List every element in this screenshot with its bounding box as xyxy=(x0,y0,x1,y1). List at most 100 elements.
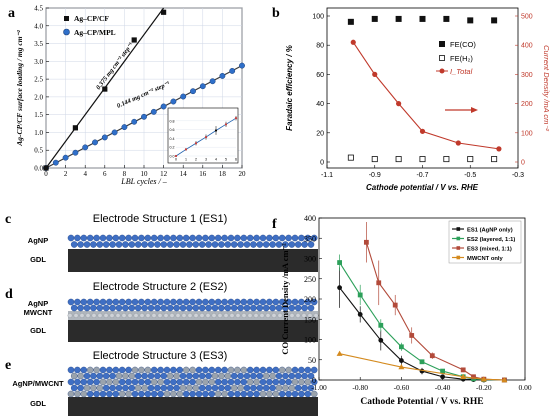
es2-agnp-particle xyxy=(179,304,187,312)
plot-b-point-feco xyxy=(347,18,354,25)
es1-agnp-particle xyxy=(90,241,97,248)
es3-agnp-particle xyxy=(157,366,164,374)
es3-agnp-particle xyxy=(115,372,123,380)
es3-agnp-particle xyxy=(266,390,273,398)
es3-agnp-particle xyxy=(298,390,305,398)
plot-a-x-tick-label: 10 xyxy=(141,170,149,178)
es3-agnp-particle xyxy=(67,390,75,398)
es3-agnp-particle xyxy=(211,372,219,380)
es1-diagram xyxy=(67,234,318,272)
es3-agnp-particle xyxy=(272,378,280,386)
es3-agnp-particle xyxy=(122,372,129,380)
plot-f-point-es1 xyxy=(399,358,404,363)
panel-label-a: a xyxy=(8,6,15,21)
es3-agnp-particle xyxy=(208,366,216,374)
es3-agnp-particle xyxy=(176,390,184,398)
es3-agnp-particle xyxy=(138,366,145,374)
es3-agnp-particle xyxy=(125,366,132,374)
es1-agnp-particle xyxy=(141,241,148,248)
plot-a-point-mpl xyxy=(199,83,206,90)
es3-agnp-particle xyxy=(176,378,184,386)
plot-b-point-feco xyxy=(371,15,378,22)
plot-b-point-itotal xyxy=(396,101,402,107)
es2-agnp-particle xyxy=(125,298,132,306)
es1-agnp-particle xyxy=(195,234,203,242)
panel-c: c Electrode Structure 1 (ES1) AgNP GDL xyxy=(5,212,318,272)
es1-agnp-particle xyxy=(272,234,280,242)
es3-agnp-particle xyxy=(80,378,88,386)
plot-a-y-tick-label: 1.5 xyxy=(34,111,43,119)
es2-mwcnt-particle xyxy=(157,313,163,318)
es3-agnp-particle xyxy=(259,390,267,398)
es3-diagram xyxy=(67,366,318,416)
plot-f-x-tick-label: -0.60 xyxy=(394,383,410,392)
plot-b-y2-tick-label: 500 xyxy=(521,14,533,21)
es2-agnp-particle xyxy=(262,304,270,312)
es2-agnp-particle xyxy=(218,304,225,312)
es3-agnp-particle xyxy=(163,390,171,398)
es2-agnp-particle xyxy=(93,298,100,306)
plot-b-y-tick-label: 60 xyxy=(316,72,324,79)
es1-agnp-particle xyxy=(237,241,244,248)
plot-b-y2-tick-label: 100 xyxy=(521,130,533,137)
es3-agnp-particle xyxy=(83,384,91,392)
es3-agnp-particle xyxy=(291,378,299,386)
plot-f-point-es3 xyxy=(392,302,398,308)
es3-agnp-particle xyxy=(278,390,286,398)
es3-agnp-particle xyxy=(179,384,187,392)
es3-agnp-particle xyxy=(221,366,228,374)
es3-agnp-particle xyxy=(288,384,296,392)
plot-a-inset-y-tick-label: 0.4 xyxy=(170,137,175,141)
panel-b: b 0 20 40 60 80 100 0 100 200 300 400 500 -1.1 -0.9… xyxy=(272,6,550,192)
es3-agnp-particle xyxy=(70,372,78,380)
plot-f-point-es1 xyxy=(378,337,384,343)
es2-agnp-particle xyxy=(256,304,264,312)
es2-mwcnt-particle xyxy=(121,313,127,318)
es1-agnp-particle xyxy=(291,234,299,242)
legend-marker-feco xyxy=(439,41,445,47)
es1-agnp-particle xyxy=(163,234,171,242)
plot-a-marks xyxy=(43,9,245,171)
es3-agnp-particle xyxy=(205,384,212,392)
es2-mwcnt-particle xyxy=(241,313,247,318)
es1-agnp-particle xyxy=(243,241,251,248)
es3-agnp-particle xyxy=(250,384,257,392)
plot-f-legend-marker-mwcnt xyxy=(456,255,461,260)
es1-agnp-particle xyxy=(166,241,174,248)
legend-marker-feh2 xyxy=(439,55,445,61)
plot-b-y2-tick-label: 200 xyxy=(521,101,533,108)
es2-agnp-particle xyxy=(80,298,88,306)
plot-a-inset-y-tick-label: 0.2 xyxy=(170,146,175,150)
plot-b-point-itotal xyxy=(372,71,378,77)
plot-a-x-tick-label: 6 xyxy=(103,170,107,178)
es3-agnp-particle xyxy=(291,390,299,398)
es1-agnp-particle xyxy=(307,241,315,248)
plot-f-line-es2 xyxy=(339,262,505,381)
es2-mwcnt-particle xyxy=(235,313,241,318)
plot-a-y-tick-label: 0.0 xyxy=(34,165,43,173)
es1-agnp-particle xyxy=(186,241,193,248)
es3-agnp-particle xyxy=(221,390,228,398)
es3-agnp-particle xyxy=(285,366,292,374)
es3-agnp-particle xyxy=(102,372,110,380)
es3-agnp-particle xyxy=(189,390,196,398)
es2-agnp-particle xyxy=(301,304,308,312)
plot-f-x-tick-label: 0.00 xyxy=(518,383,531,392)
plot-b-point-feh2 xyxy=(419,156,426,163)
es2-agnp-particle xyxy=(144,298,152,306)
plot-f-x-tick-label: -0.20 xyxy=(476,383,492,392)
plot-b-x-tick-label: -0.9 xyxy=(369,172,381,179)
es3-agnp-particle xyxy=(131,390,139,398)
plot-a-point-mpl xyxy=(190,88,196,95)
es2-agnp-particle xyxy=(115,304,123,312)
es3-agnp-particle xyxy=(205,372,212,380)
plot-f-y-tick-label: 50 xyxy=(308,356,316,365)
es1-agnp-particle xyxy=(160,241,168,248)
panel-d: d Electrode Structure 2 (ES2) AgNP MWCNT… xyxy=(5,281,319,342)
es1-agnp-particle xyxy=(288,241,296,248)
plot-a-point-mpl xyxy=(170,98,177,105)
es2-agnp-particle xyxy=(202,298,209,306)
es3-agnp-particle xyxy=(74,390,81,398)
es3-agnp-particle xyxy=(96,372,104,380)
es1-agnp-particle xyxy=(147,241,155,248)
